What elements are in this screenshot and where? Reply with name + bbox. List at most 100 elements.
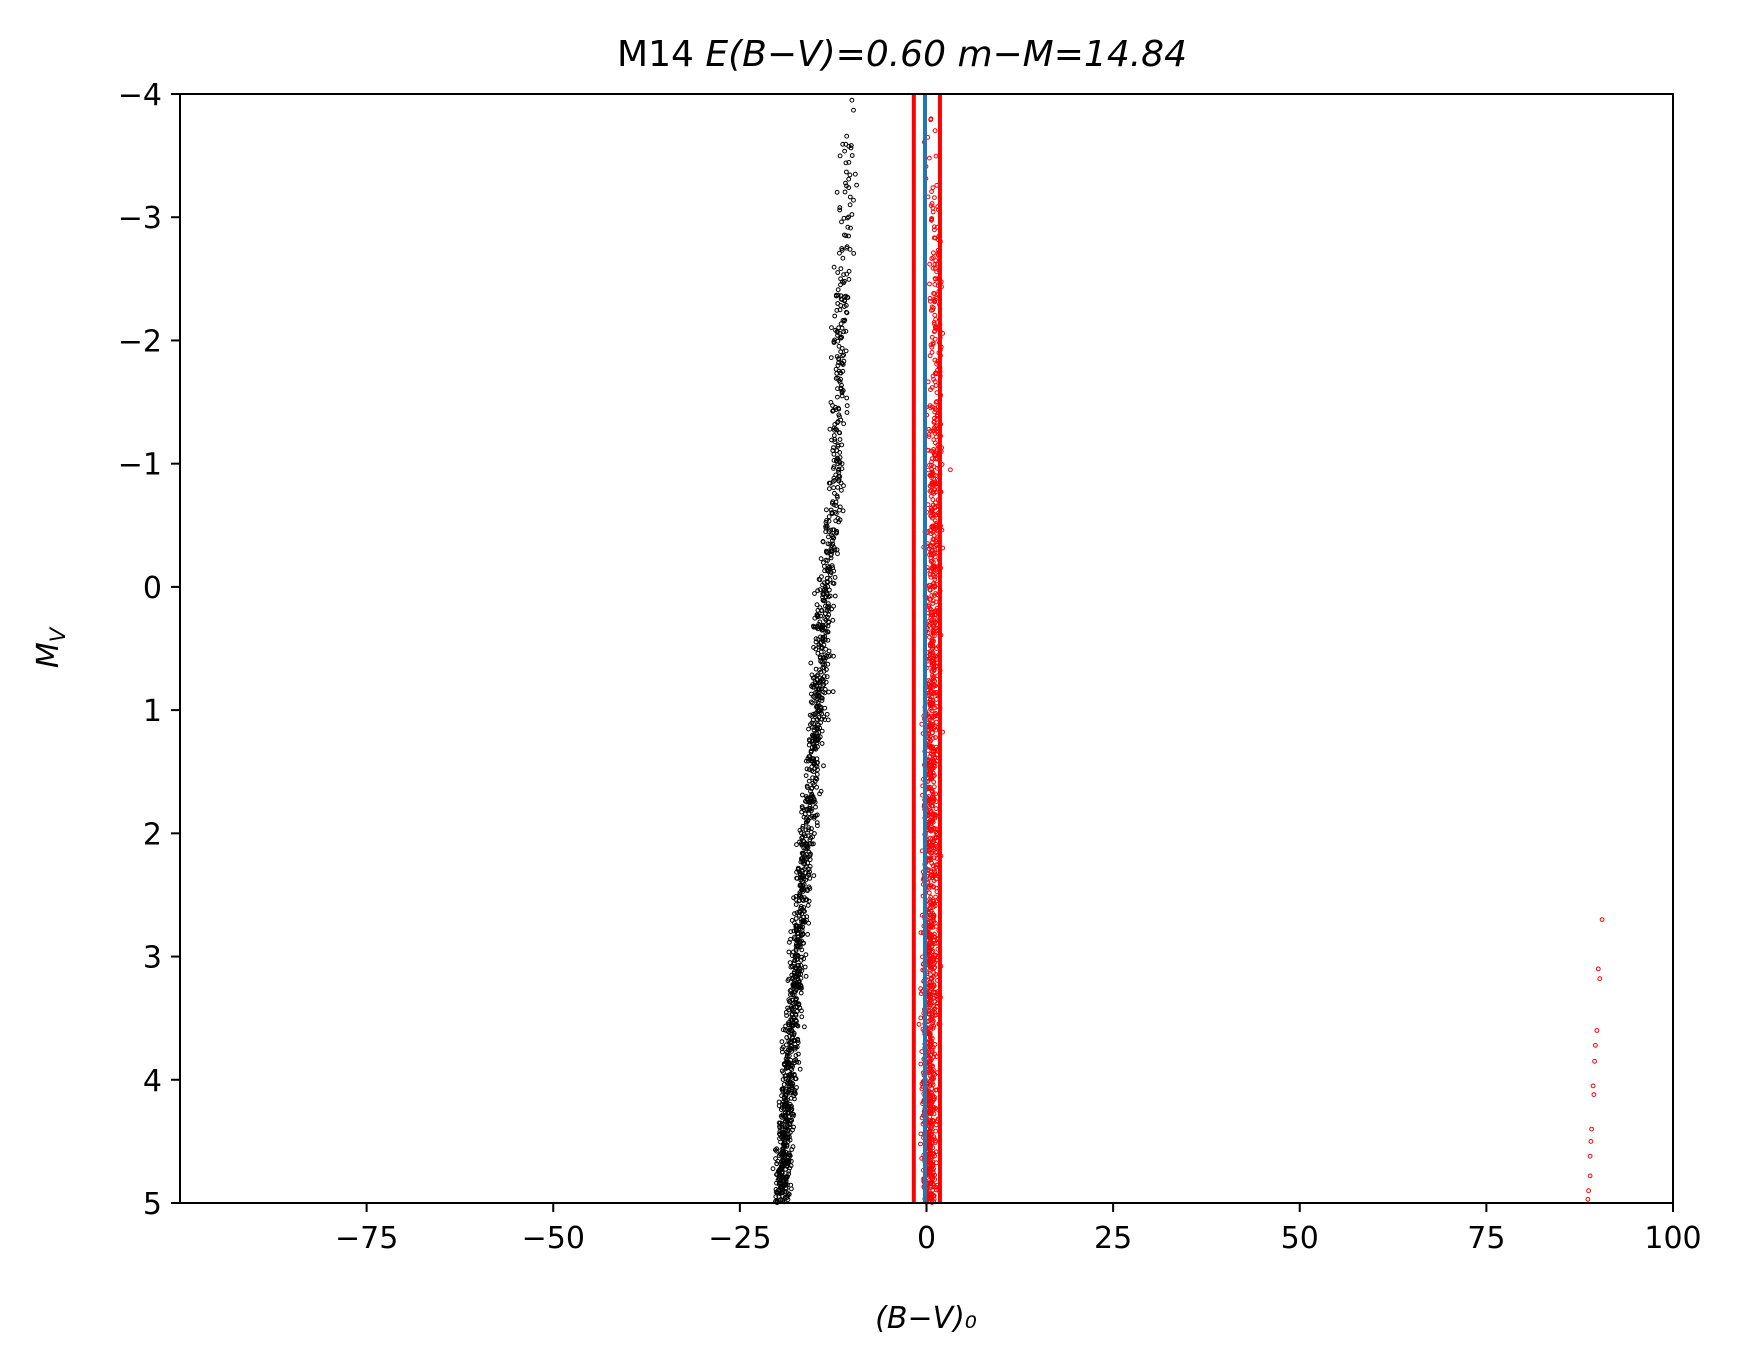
y-tick-label: 1 <box>143 694 162 729</box>
star-point <box>829 532 834 538</box>
star-point <box>832 593 838 599</box>
star-point <box>932 593 937 598</box>
star-point <box>929 694 935 700</box>
star-point <box>826 480 832 486</box>
star-point <box>810 724 815 730</box>
star-point <box>796 962 801 968</box>
star-point <box>838 266 844 272</box>
star-point <box>779 1134 784 1140</box>
star-point <box>837 450 843 455</box>
star-point <box>929 713 935 719</box>
star-point <box>844 403 850 409</box>
star-point <box>829 563 835 568</box>
star-point <box>926 1144 932 1150</box>
star-point <box>933 1138 939 1144</box>
star-point <box>794 1044 800 1050</box>
star-point <box>931 297 937 302</box>
star-point <box>848 143 854 148</box>
star-point <box>794 941 799 947</box>
star-point <box>789 1005 795 1011</box>
star-point <box>826 612 832 618</box>
star-point <box>930 1193 936 1199</box>
star-point <box>829 543 835 548</box>
star-point <box>929 515 935 521</box>
star-point <box>838 349 844 355</box>
star-point <box>927 776 933 782</box>
star-point <box>930 1163 936 1169</box>
star-point <box>931 523 937 529</box>
star-point <box>933 399 939 405</box>
star-point <box>793 974 798 980</box>
star-point <box>819 728 825 734</box>
star-point <box>948 467 953 473</box>
star-point <box>932 754 938 760</box>
star-point <box>841 358 847 364</box>
star-point <box>843 160 849 166</box>
star-point <box>814 736 820 742</box>
star-point <box>780 1088 786 1094</box>
star-point <box>794 842 799 847</box>
star-point <box>928 544 933 550</box>
star-point <box>930 185 936 191</box>
star-point <box>814 784 819 790</box>
star-point <box>932 276 938 281</box>
star-point <box>851 197 856 203</box>
star-point <box>837 205 843 211</box>
star-point <box>806 758 811 764</box>
star-point <box>836 469 842 475</box>
star-point <box>927 582 932 588</box>
star-point <box>818 706 823 711</box>
star-point <box>791 1072 797 1077</box>
star-point <box>847 172 853 178</box>
star-point <box>926 1059 932 1065</box>
star-point <box>834 189 840 195</box>
star-point <box>793 987 799 993</box>
star-point <box>927 353 933 359</box>
star-point <box>931 1118 936 1124</box>
star-point <box>807 864 813 869</box>
star-point <box>789 1003 794 1009</box>
star-point <box>931 449 936 455</box>
star-point <box>799 919 804 925</box>
star-point <box>824 711 830 717</box>
star-point <box>846 176 852 182</box>
star-point <box>927 942 933 948</box>
star-point <box>843 233 849 239</box>
star-point <box>852 171 858 177</box>
star-point <box>928 405 933 411</box>
star-point <box>773 1189 779 1195</box>
star-point <box>801 861 806 866</box>
star-point <box>806 778 812 784</box>
star-point <box>835 420 840 426</box>
star-point <box>786 976 792 982</box>
star-point <box>798 882 804 888</box>
star-point <box>932 195 937 201</box>
star-point <box>830 617 836 623</box>
star-point <box>820 539 826 545</box>
star-point <box>836 357 842 362</box>
star-point <box>795 1036 801 1042</box>
star-point <box>797 893 803 899</box>
star-point <box>779 1046 785 1052</box>
star-point <box>786 1171 792 1177</box>
star-point <box>838 276 843 282</box>
star-point <box>813 813 819 819</box>
star-point <box>791 960 797 966</box>
star-point <box>786 1020 791 1025</box>
star-point <box>823 586 829 592</box>
star-point <box>838 321 844 327</box>
x-tick-label: 25 <box>1094 1221 1132 1256</box>
star-point <box>1591 1092 1597 1097</box>
star-point <box>928 975 934 981</box>
star-point <box>1593 1042 1598 1048</box>
star-point <box>932 409 938 415</box>
star-point <box>779 1039 785 1044</box>
star-point <box>783 1181 789 1187</box>
star-point <box>843 328 849 334</box>
star-point <box>808 793 814 799</box>
x-tick-label: 100 <box>1644 1221 1701 1256</box>
star-point <box>838 296 844 302</box>
star-point <box>808 829 814 835</box>
star-point <box>928 428 934 434</box>
